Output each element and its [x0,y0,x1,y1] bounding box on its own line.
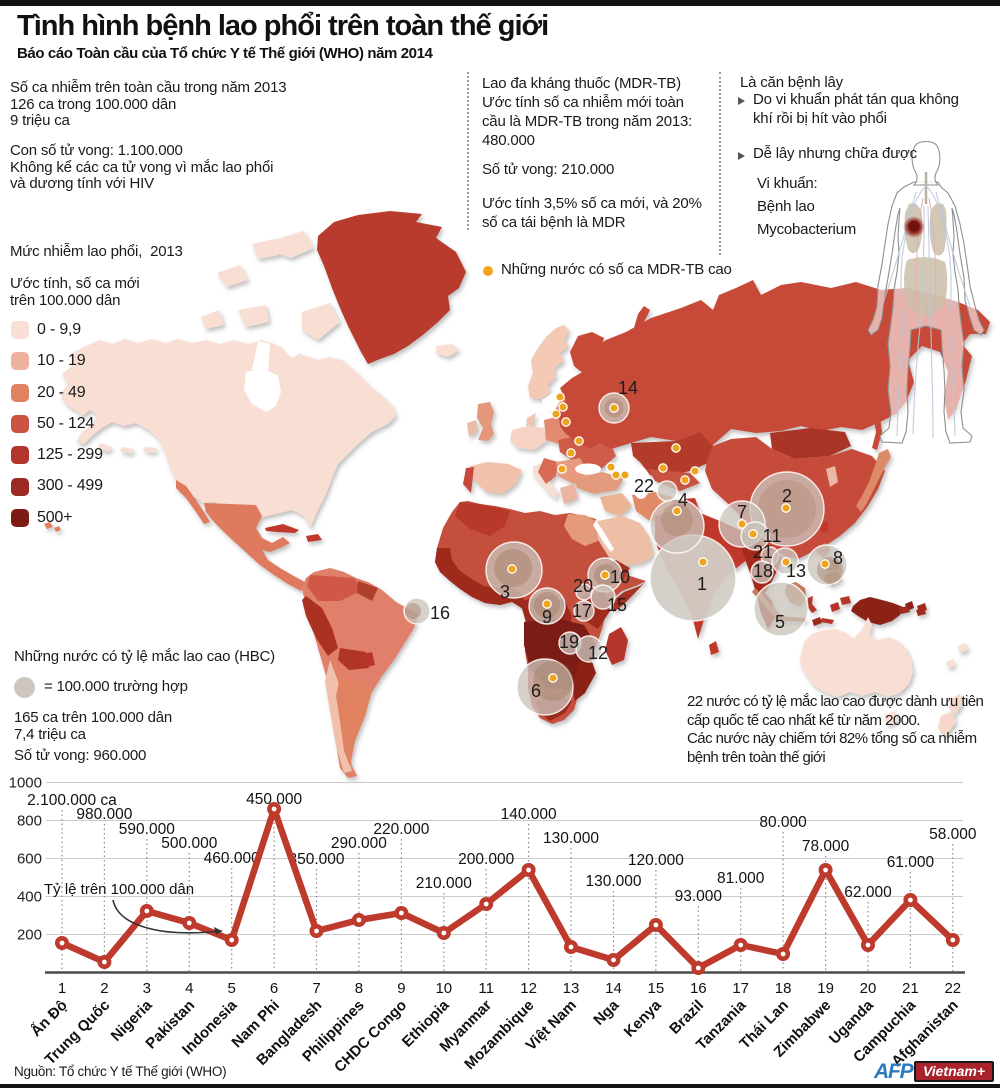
svg-text:17: 17 [732,980,749,997]
svg-text:61.000: 61.000 [887,854,935,871]
svg-text:58.000: 58.000 [929,826,977,843]
svg-text:8: 8 [355,980,363,997]
svg-text:21: 21 [902,980,919,997]
svg-text:9: 9 [542,607,552,627]
svg-text:21: 21 [753,542,773,562]
svg-text:2.100.000 ca: 2.100.000 ca [27,792,117,809]
svg-text:78.000: 78.000 [802,838,850,855]
svg-text:130.000: 130.000 [585,873,641,890]
svg-text:20: 20 [860,980,877,997]
svg-text:11: 11 [763,526,782,546]
svg-text:3: 3 [143,980,151,997]
svg-text:1: 1 [697,574,707,594]
svg-text:Brazil: Brazil [666,997,707,1038]
svg-text:22: 22 [634,476,654,496]
svg-text:140.000: 140.000 [501,806,557,823]
svg-text:460.000: 460.000 [204,850,260,867]
svg-text:19: 19 [817,980,834,997]
svg-text:5: 5 [228,980,236,997]
svg-text:350.000: 350.000 [288,851,344,868]
svg-text:220.000: 220.000 [373,821,429,838]
svg-text:450.000: 450.000 [246,791,302,808]
svg-text:16: 16 [690,980,707,997]
svg-text:22: 22 [944,980,961,997]
svg-text:Kenya: Kenya [621,996,665,1040]
svg-text:200.000: 200.000 [458,851,514,868]
svg-text:20: 20 [573,576,593,596]
svg-text:18: 18 [775,980,792,997]
svg-text:9: 9 [397,980,405,997]
svg-text:18: 18 [753,561,773,581]
svg-text:15: 15 [648,980,665,997]
svg-text:14: 14 [618,378,638,398]
svg-text:13: 13 [786,561,806,581]
svg-text:210.000: 210.000 [416,875,472,892]
svg-text:1000: 1000 [9,775,42,792]
svg-text:3: 3 [500,582,510,602]
svg-text:8: 8 [833,548,843,568]
svg-text:2: 2 [782,486,792,506]
svg-text:800: 800 [17,813,42,830]
svg-text:80.000: 80.000 [759,814,807,831]
svg-text:980.000: 980.000 [76,806,132,823]
svg-text:130.000: 130.000 [543,830,599,847]
svg-text:10: 10 [610,567,630,587]
svg-text:12: 12 [588,643,608,663]
svg-text:6: 6 [531,681,541,701]
svg-text:6: 6 [270,980,278,997]
svg-text:14: 14 [605,980,622,997]
svg-text:10: 10 [435,980,452,997]
svg-text:4: 4 [678,490,688,510]
svg-text:13: 13 [563,980,580,997]
svg-text:500.000: 500.000 [161,835,217,852]
svg-text:4: 4 [185,980,193,997]
svg-text:200: 200 [17,927,42,944]
svg-text:19: 19 [559,632,579,652]
svg-text:600: 600 [17,851,42,868]
svg-text:11: 11 [478,980,494,997]
svg-text:16: 16 [430,603,450,623]
svg-text:7: 7 [737,502,747,522]
svg-text:93.000: 93.000 [675,888,723,905]
svg-text:120.000: 120.000 [628,852,684,869]
svg-text:15: 15 [607,595,627,615]
svg-text:2: 2 [100,980,108,997]
svg-text:400: 400 [17,889,42,906]
svg-text:Tỷ lệ trên 100.000 dân: Tỷ lệ trên 100.000 dân [44,881,194,898]
svg-text:7: 7 [312,980,320,997]
svg-text:62.000: 62.000 [844,884,892,901]
svg-text:17: 17 [572,601,592,621]
svg-text:5: 5 [775,612,785,632]
svg-text:1: 1 [58,980,66,997]
svg-text:12: 12 [520,980,537,997]
svg-text:81.000: 81.000 [717,870,765,887]
svg-text:290.000: 290.000 [331,835,387,852]
svg-text:590.000: 590.000 [119,821,175,838]
svg-text:Nga: Nga [590,996,623,1029]
